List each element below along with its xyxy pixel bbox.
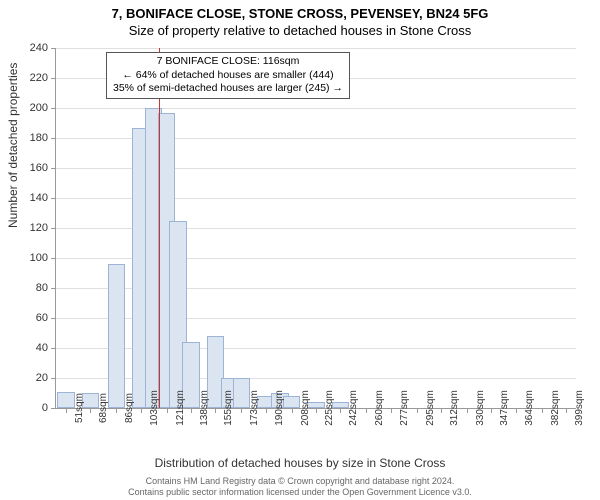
y-axis-label: Number of detached properties [6,63,20,228]
x-tick-label: 242sqm [340,390,359,426]
footer-line-1: Contains HM Land Registry data © Crown c… [0,476,600,487]
x-tick-label: 208sqm [292,390,311,426]
y-tick-label: 120 [30,222,56,234]
annotation-line-1: 7 BONIFACE CLOSE: 116sqm [113,55,343,69]
x-tick-label: 330sqm [467,390,486,426]
y-tick-label: 240 [30,42,56,54]
reference-line [159,48,160,408]
x-tick-label: 364sqm [516,390,535,426]
annotation-line-3: 35% of semi-detached houses are larger (… [113,82,343,96]
x-tick-label: 103sqm [141,390,160,426]
x-tick-label: 190sqm [266,390,285,426]
y-tick-label: 220 [30,72,56,84]
y-tick-label: 20 [36,372,56,384]
y-tick-label: 180 [30,132,56,144]
y-tick-label: 0 [42,402,56,414]
gridline [56,48,576,49]
chart-title-2: Size of property relative to detached ho… [0,21,600,42]
footer-line-2: Contains public sector information licen… [0,487,600,498]
x-tick-label: 155sqm [215,390,234,426]
annotation-box: 7 BONIFACE CLOSE: 116sqm ← 64% of detach… [106,52,350,99]
y-tick-label: 80 [36,282,56,294]
x-tick-label: 347sqm [491,390,510,426]
chart-title-1: 7, BONIFACE CLOSE, STONE CROSS, PEVENSEY… [0,0,600,21]
y-tick-label: 100 [30,252,56,264]
histogram-chart: 02040608010012014016018020022024051sqm68… [55,48,576,409]
x-tick-label: 277sqm [391,390,410,426]
x-tick-label: 382sqm [542,390,561,426]
x-tick-label: 86sqm [116,393,135,423]
x-tick-label: 312sqm [441,390,460,426]
x-tick-label: 121sqm [167,390,186,426]
histogram-bar [108,264,125,408]
y-tick-label: 40 [36,342,56,354]
x-tick-label: 295sqm [417,390,436,426]
x-tick-label: 68sqm [90,393,109,423]
x-tick-label: 260sqm [366,390,385,426]
annotation-line-2: ← 64% of detached houses are smaller (44… [113,69,343,83]
footer-attribution: Contains HM Land Registry data © Crown c… [0,476,600,498]
x-tick-label: 138sqm [191,390,210,426]
x-tick-label: 51sqm [66,393,85,423]
y-tick-label: 200 [30,102,56,114]
y-tick-label: 140 [30,192,56,204]
x-tick-label: 225sqm [316,390,335,426]
x-axis-label: Distribution of detached houses by size … [0,456,600,470]
gridline [56,108,576,109]
y-tick-label: 60 [36,312,56,324]
y-tick-label: 160 [30,162,56,174]
x-tick-label: 399sqm [566,390,585,426]
x-tick-label: 173sqm [241,390,260,426]
